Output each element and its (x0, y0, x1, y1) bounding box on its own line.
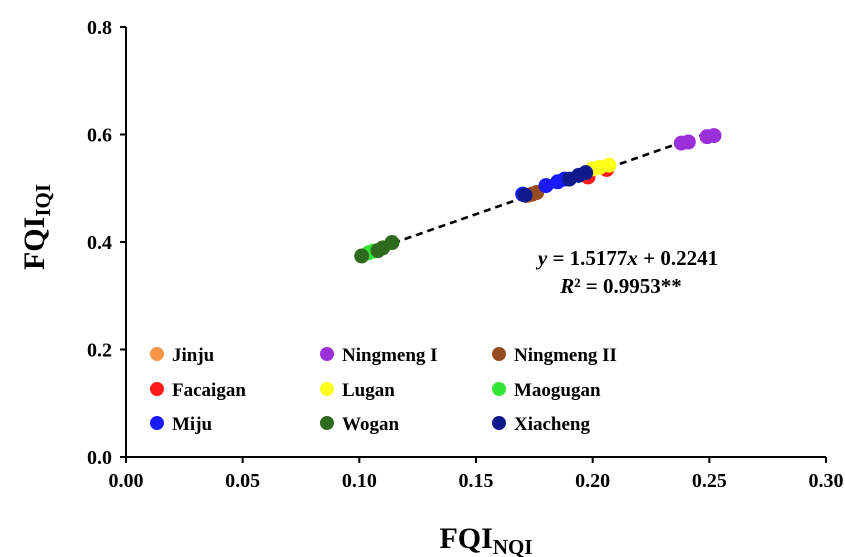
y-tick-label: 0.0 (87, 447, 112, 469)
legend-label-miju: Miju (172, 414, 213, 435)
axes (120, 26, 827, 463)
legend-label-ningmeng-ii: Ningmeng II (514, 345, 617, 366)
legend-item-ningmeng-ii: Ningmeng II (492, 345, 617, 366)
legend-label-jinju: Jinju (172, 345, 215, 366)
r-squared-label: R² = 0.9953** (559, 274, 682, 298)
data-points-layer (354, 128, 722, 264)
legend-label-facaigan: Facaigan (172, 380, 246, 401)
x-tick-label: 0.30 (809, 470, 844, 492)
series-xiacheng (517, 165, 594, 203)
legend-marker-wogan (320, 416, 334, 430)
data-point-wogan (354, 248, 370, 264)
regression-line (358, 129, 715, 257)
tick-labels: 0.00 0.05 0.10 0.15 0.20 0.25 0.30 0.0 0.2 0.4 0.6… (87, 17, 844, 492)
legend-marker-jinju (150, 347, 164, 361)
y-axis-title: FQIIQI (18, 184, 55, 270)
y-tick-label: 0.4 (87, 232, 112, 254)
data-point-ningmeng-i (680, 134, 696, 150)
legend-label-lugan: Lugan (342, 380, 395, 401)
fit-line-layer (358, 129, 715, 257)
legend-item-jinju: Jinju (150, 345, 215, 366)
legend-label-wogan: Wogan (342, 414, 399, 435)
legend-item-facaigan: Facaigan (150, 380, 246, 401)
x-tick-label: 0.20 (575, 470, 610, 492)
data-point-xiacheng (517, 187, 533, 203)
data-point-ningmeng-i (706, 128, 722, 144)
legend-item-wogan: Wogan (320, 414, 399, 435)
legend-item-miju: Miju (150, 414, 213, 435)
x-tick-label: 0.05 (225, 470, 260, 492)
data-point-lugan (601, 157, 617, 173)
legend-label-maogugan: Maogugan (514, 380, 601, 401)
legend-item-ningmeng-i: Ningmeng I (320, 345, 438, 366)
x-axis-title: FQINQI (439, 522, 532, 557)
legend-marker-lugan (320, 382, 334, 396)
legend-marker-miju (150, 416, 164, 430)
legend-marker-ningmeng-ii (492, 347, 506, 361)
data-point-miju (538, 178, 554, 194)
legend-item-maogugan: Maogugan (492, 380, 601, 401)
legend-marker-xiacheng (492, 416, 506, 430)
y-tick-label: 0.6 (87, 125, 112, 147)
series-wogan (354, 235, 400, 264)
legend-label-xiacheng: Xiacheng (514, 414, 591, 435)
legend: Jinju Ningmeng I Ningmeng II Facaigan Lu… (150, 345, 617, 435)
legend-item-xiacheng: Xiacheng (492, 414, 591, 435)
x-tick-label: 0.25 (692, 470, 727, 492)
x-tick-label: 0.10 (342, 470, 377, 492)
legend-label-ningmeng-i: Ningmeng I (342, 345, 438, 366)
series-ningmeng-i (673, 128, 722, 151)
legend-item-lugan: Lugan (320, 380, 395, 401)
legend-marker-ningmeng-i (320, 347, 334, 361)
y-tick-label: 0.8 (87, 17, 112, 39)
legend-marker-maogugan (492, 382, 506, 396)
data-point-xiacheng (578, 165, 594, 181)
legend-marker-facaigan (150, 382, 164, 396)
y-tick-label: 0.2 (87, 340, 112, 362)
x-tick-label: 0.00 (109, 470, 144, 492)
data-point-wogan (384, 235, 400, 251)
x-tick-label: 0.15 (459, 470, 494, 492)
regression-equation: y = 1.5177x + 0.2241 (535, 246, 718, 270)
